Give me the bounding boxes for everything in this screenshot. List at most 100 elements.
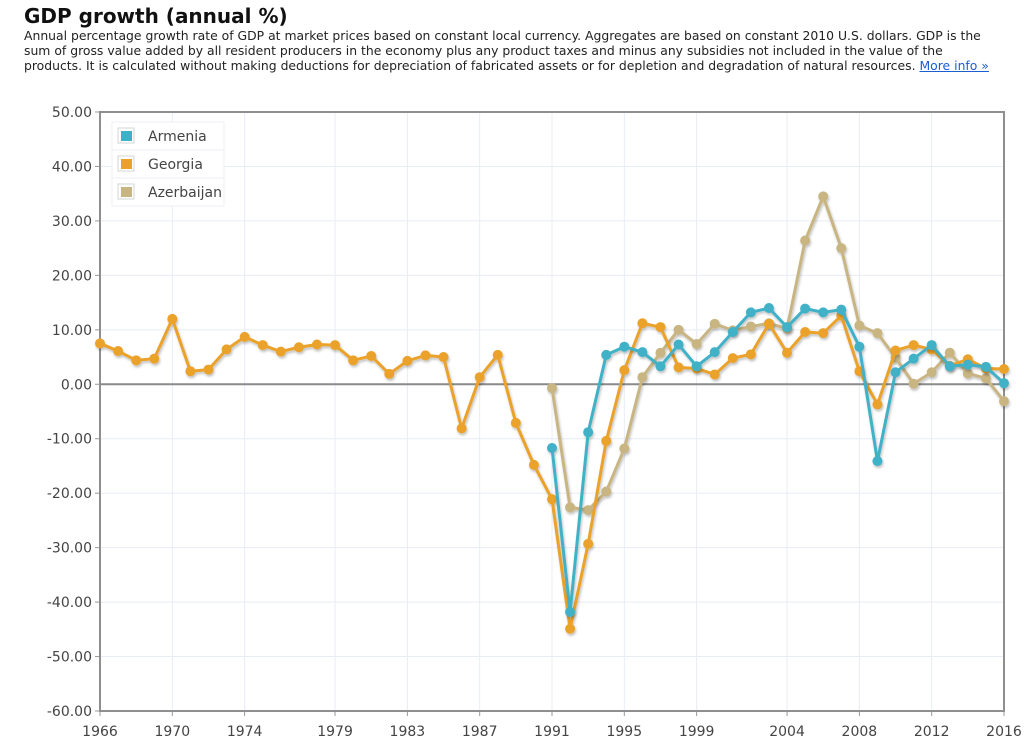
x-tick-label: 2008: [842, 724, 878, 740]
legend-swatch-azerbaijan: [121, 187, 132, 197]
legend-label-georgia: Georgia: [148, 157, 203, 173]
y-tick-label: 10.00: [52, 323, 92, 339]
data-point-georgia: [293, 342, 304, 353]
data-point-azerbaijan: [601, 486, 612, 497]
data-point-georgia: [257, 340, 268, 351]
legend-label-azerbaijan: Azerbaijan: [148, 185, 222, 201]
data-point-georgia: [510, 417, 521, 428]
y-tick-label: -40.00: [47, 595, 92, 611]
data-point-azerbaijan: [619, 443, 630, 454]
data-point-armenia: [800, 303, 811, 314]
data-point-azerbaijan: [637, 372, 648, 383]
x-tick-label: 2012: [914, 724, 950, 740]
data-point-georgia: [619, 365, 630, 376]
data-point-georgia: [95, 338, 105, 349]
data-point-georgia: [348, 355, 359, 366]
data-point-azerbaijan: [818, 191, 829, 202]
data-point-georgia: [492, 349, 503, 360]
data-point-azerbaijan: [655, 347, 666, 358]
data-point-georgia: [474, 372, 485, 383]
data-point-azerbaijan: [583, 505, 594, 516]
data-point-armenia: [727, 326, 738, 337]
data-point-georgia: [528, 459, 539, 470]
data-point-azerbaijan: [836, 243, 847, 254]
data-point-armenia: [782, 322, 793, 333]
data-point-azerbaijan: [962, 368, 973, 379]
grid-lines: [99, 111, 1005, 712]
data-point-georgia: [366, 350, 377, 361]
x-tick-label: 1970: [154, 724, 190, 740]
description-line-3: products. It is calculated without makin…: [24, 58, 916, 73]
x-tick-label: 1983: [390, 724, 426, 740]
data-point-georgia: [311, 339, 322, 350]
y-tick-label: -50.00: [47, 650, 92, 666]
data-point-armenia: [962, 359, 973, 370]
y-tick-label: -10.00: [47, 432, 92, 448]
x-tick-label: 1966: [82, 724, 118, 740]
x-tick-label: 2016: [986, 724, 1022, 740]
data-point-georgia: [438, 352, 449, 363]
data-point-azerbaijan: [944, 347, 955, 358]
y-tick-label: 30.00: [52, 214, 92, 230]
data-point-georgia: [221, 344, 232, 355]
data-point-armenia: [926, 340, 937, 351]
data-point-georgia: [583, 538, 594, 549]
data-point-georgia: [727, 353, 738, 364]
data-point-armenia: [854, 341, 865, 352]
data-point-georgia: [384, 368, 395, 379]
data-point-azerbaijan: [800, 235, 811, 246]
data-point-georgia: [890, 345, 901, 356]
y-tick-label: 40.00: [52, 159, 92, 175]
data-point-georgia: [167, 313, 178, 324]
data-point-georgia: [818, 328, 829, 339]
data-point-azerbaijan: [745, 321, 756, 332]
data-point-georgia: [800, 326, 811, 337]
data-point-armenia: [691, 361, 702, 372]
chart-header: GDP growth (annual %) Annual percentage …: [24, 4, 1024, 73]
data-point-armenia: [836, 304, 847, 315]
series-georgia: [95, 310, 1009, 634]
data-point-georgia: [420, 350, 431, 361]
series-layer: [95, 191, 1009, 634]
data-point-azerbaijan: [999, 396, 1009, 407]
series-armenia: [547, 303, 1009, 617]
data-point-armenia: [908, 353, 919, 364]
data-point-georgia: [402, 355, 413, 366]
description-line-1: Annual percentage growth rate of GDP at …: [24, 28, 981, 43]
y-tick-label: 50.00: [52, 105, 92, 121]
x-tick-label: 1987: [462, 724, 498, 740]
legend-swatch-armenia: [121, 131, 132, 141]
data-point-georgia: [655, 322, 666, 333]
data-point-georgia: [239, 331, 250, 342]
data-point-armenia: [818, 307, 829, 318]
data-point-azerbaijan: [673, 324, 684, 335]
more-info-link[interactable]: More info »: [919, 58, 989, 73]
data-point-georgia: [673, 362, 684, 373]
series-azerbaijan: [547, 191, 1009, 516]
legend-swatch-georgia: [121, 159, 132, 169]
data-point-armenia: [872, 456, 883, 467]
data-point-armenia: [763, 303, 774, 314]
data-point-azerbaijan: [980, 373, 991, 384]
x-tick-label: 1999: [679, 724, 715, 740]
data-point-armenia: [637, 347, 648, 358]
axes: 50.00 40.00 30.00 20.00 10.00 0.00 -10.00 -20.0…: [47, 105, 1022, 740]
data-point-georgia: [763, 318, 774, 329]
data-point-armenia: [944, 361, 955, 372]
data-point-armenia: [890, 367, 901, 378]
legend-label-armenia: Armenia: [148, 129, 207, 145]
data-point-armenia: [565, 606, 576, 617]
data-point-azerbaijan: [709, 318, 720, 329]
data-point-azerbaijan: [565, 502, 576, 513]
data-point-georgia: [745, 349, 756, 360]
y-tick-label: 20.00: [52, 268, 92, 284]
data-point-georgia: [601, 435, 612, 446]
data-point-georgia: [275, 346, 286, 357]
data-point-armenia: [601, 349, 612, 360]
y-tick-label: -20.00: [47, 486, 92, 502]
data-point-azerbaijan: [872, 328, 883, 339]
data-point-armenia: [673, 339, 684, 350]
plot-frame: [99, 111, 1005, 712]
y-tick-label: -30.00: [47, 541, 92, 557]
